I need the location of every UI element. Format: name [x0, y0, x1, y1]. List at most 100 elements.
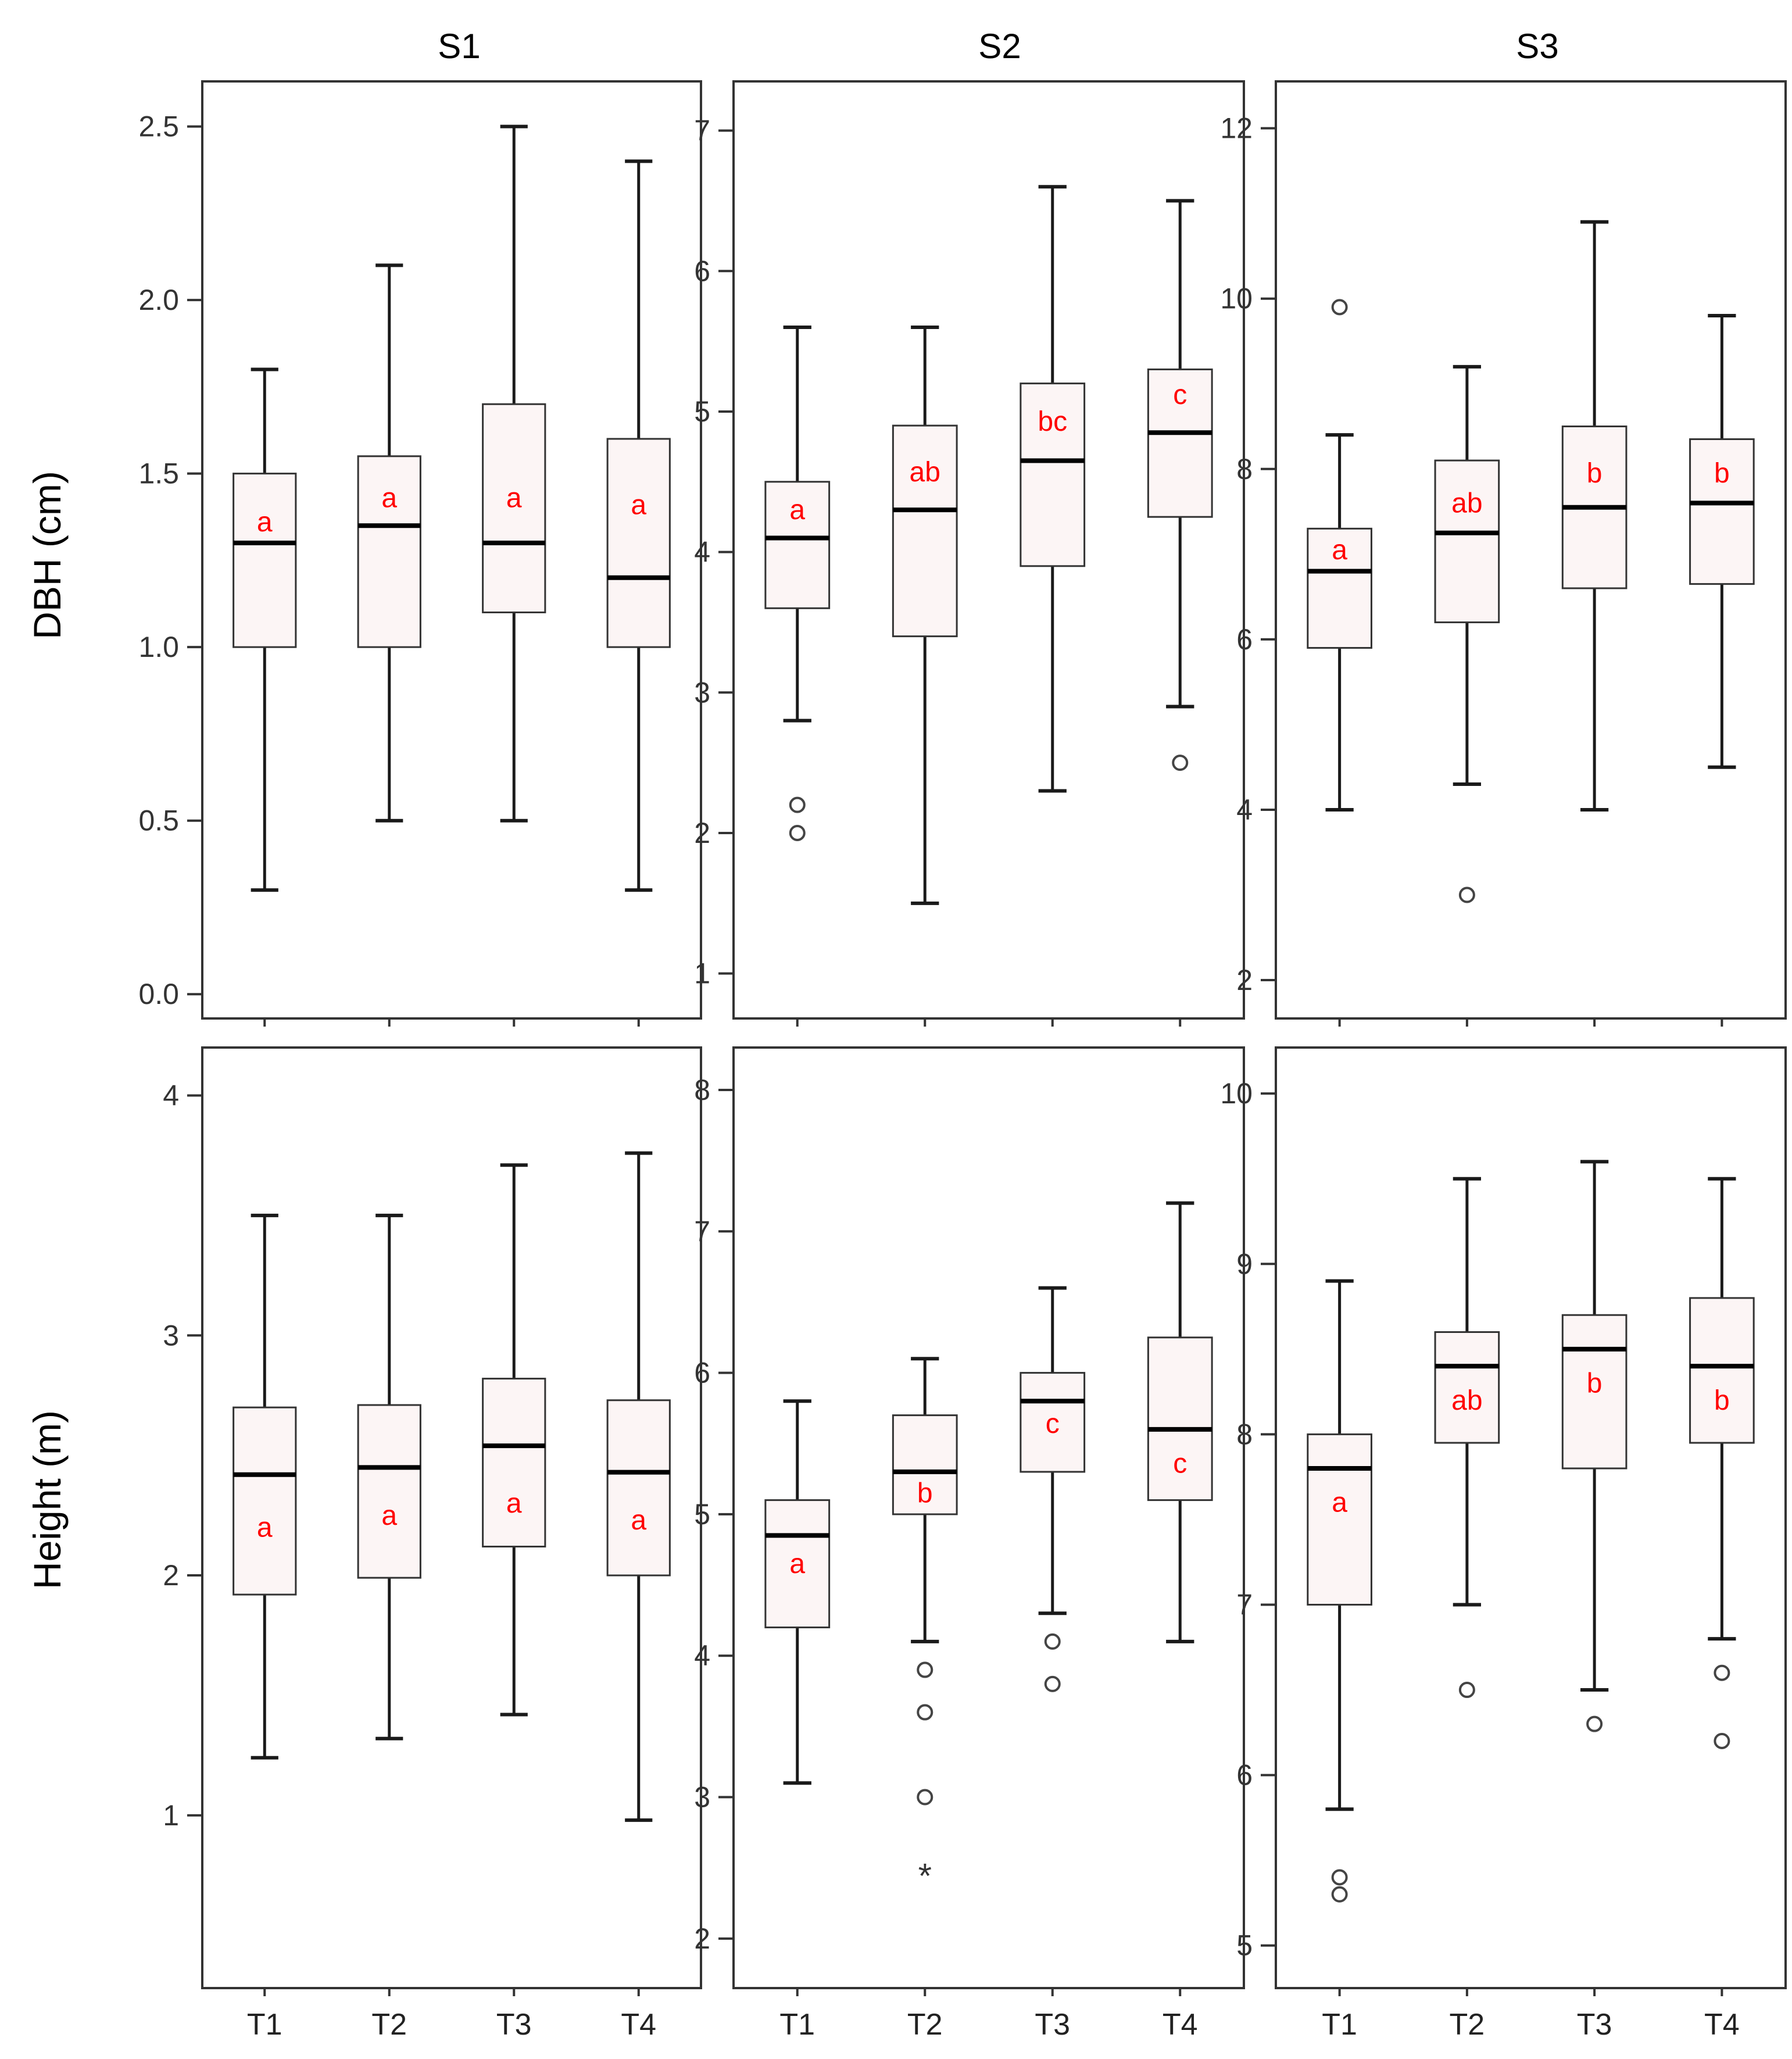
significance-letter: a: [789, 495, 805, 526]
iqr-box: [1689, 1297, 1755, 1444]
significance-letter: b: [1587, 458, 1603, 489]
panel-frame-dbh-s1: [201, 80, 702, 1020]
y-tick-label-dbh-s1: 0.5: [138, 805, 179, 837]
iqr-box: [1147, 1336, 1213, 1502]
outlier-point: [789, 824, 806, 841]
panels-group: 0.00.51.01.52.02.5aa a a1234567aabbcc24681…: [138, 80, 1787, 2042]
outlier-point: [1044, 1633, 1061, 1650]
iqr-box: [1020, 1372, 1086, 1473]
iqr-box: [482, 403, 546, 613]
significance-letter: bc: [1038, 406, 1067, 437]
iqr-box: [1689, 438, 1755, 585]
panel-dbh-s2: 1 2 3 4 5 6 7 a ab bc c: [694, 80, 1245, 1027]
y-tick-label-dbh-s1: 2.5: [138, 110, 179, 143]
iqr-box: [1307, 1433, 1372, 1606]
significance-letter: a: [631, 1505, 646, 1536]
panel-height-s2: 2 3 4 5 6 7 8 a T1 * b T2 c T3 c T4: [694, 1046, 1245, 2042]
iqr-box: [1020, 383, 1086, 567]
y-tick-label-height-s3: 10: [1220, 1077, 1253, 1110]
y-tick-label-dbh-s3: 8: [1236, 453, 1253, 485]
significance-letter: a: [789, 1549, 805, 1579]
x-category-label: T4: [1163, 2008, 1198, 2042]
significance-letter: a: [1332, 1488, 1347, 1518]
y-tick-label-dbh-s1: 2.0: [138, 284, 179, 316]
y-tick-label-height-s3: 8: [1236, 1418, 1253, 1450]
x-category-label: T2: [1450, 2008, 1485, 2042]
x-category-label: T2: [371, 2008, 407, 2042]
iqr-box: [764, 481, 831, 609]
significance-letter: ab: [1451, 488, 1482, 519]
outlier-point: [1172, 755, 1189, 771]
box-dbh-s2-t1: a: [764, 325, 831, 1027]
y-tick-label-height-s3: 6: [1236, 1759, 1253, 1792]
outlier-point: [917, 1789, 933, 1806]
outlier-point: [917, 1661, 933, 1678]
box-height-s2-t1: a T1: [764, 1399, 831, 2042]
x-category-label: T1: [247, 2008, 282, 2042]
significance-letter: a: [257, 507, 273, 538]
y-tick-label-dbh-s2: 4: [694, 536, 710, 569]
iqr-box: [1147, 368, 1213, 518]
y-tick-label-dbh-s3: 2: [1236, 964, 1253, 996]
y-tick-label-dbh-s2: 6: [694, 255, 710, 287]
box-dbh-s3-t1: a: [1307, 299, 1372, 1027]
box-dbh-s1-t2: a: [357, 263, 421, 1027]
y-tick-label-height-s3: 7: [1236, 1588, 1253, 1621]
significance-letter: a: [381, 482, 397, 513]
y-tick-label-dbh-s2: 2: [694, 817, 710, 849]
significance-letter: a: [631, 489, 646, 520]
y-tick-label-dbh-s3: 6: [1236, 623, 1253, 656]
iqr-box: [233, 473, 297, 648]
box-height-s3-t3: b T3: [1561, 1160, 1628, 2042]
column-title-s3: S3: [1516, 27, 1558, 66]
y-tick-label-height-s1: 2: [163, 1559, 179, 1592]
box-height-s3-t1: a T1: [1307, 1279, 1372, 2042]
box-dbh-s3-t4: b: [1689, 314, 1755, 1027]
y-tick-label-height-s1: 1: [163, 1799, 179, 1832]
panel-height-s1: 1 2 3 4 a T1 a T2 a T3 a T4: [163, 1046, 702, 2042]
panel-dbh-s3: 2 4 6 8 10 12 a ab b b: [1220, 80, 1787, 1027]
significance-letter: b: [1714, 1385, 1730, 1416]
y-tick-label-height-s2: 8: [694, 1074, 710, 1106]
panel-frame-height-s1: [201, 1046, 702, 1989]
x-category-label: T3: [1035, 2008, 1070, 2042]
box-height-s3-t4: b T4: [1689, 1177, 1755, 2042]
box-height-s1-t3: a T3: [482, 1163, 546, 2042]
x-category-label: T4: [1704, 2008, 1740, 2042]
x-category-label: T3: [496, 2008, 532, 2042]
outlier-point: [1714, 1732, 1730, 1749]
iqr-box: [357, 455, 421, 648]
y-tick-label-height-s2: 4: [694, 1639, 710, 1672]
box-dbh-s2-t2: ab: [892, 325, 958, 1027]
x-category-label: T4: [621, 2008, 656, 2042]
panel-frame-dbh-s3: [1275, 80, 1787, 1020]
outlier-point: [1458, 1682, 1475, 1699]
box-height-s1-t1: a T1: [233, 1213, 297, 2042]
iqr-box: [606, 438, 671, 648]
y-tick-label-height-s2: 2: [694, 1922, 710, 1955]
iqr-box: [606, 1399, 671, 1577]
iqr-box: [233, 1406, 297, 1596]
significance-letter: a: [257, 1513, 273, 1543]
iqr-box: [482, 1378, 546, 1548]
extreme-point: *: [918, 1856, 932, 1895]
outlier-point: [1714, 1664, 1730, 1681]
panel-height-s3: 5 6 7 8 9 10 a T1 ab T2 b T3 b T4: [1220, 1046, 1787, 2042]
y-tick-label-height-s2: 6: [694, 1357, 710, 1389]
box-dbh-s1-t3: a: [482, 124, 546, 1027]
outlier-point: [1044, 1675, 1061, 1692]
outlier-point: [917, 1704, 933, 1721]
iqr-box: [892, 424, 958, 638]
significance-letter: c: [1173, 380, 1187, 410]
box-height-s2-t3: c T3: [1020, 1286, 1086, 2042]
box-dbh-s2-t3: bc: [1020, 185, 1086, 1027]
panel-frame-dbh-s2: [732, 80, 1245, 1020]
outlier-point: [1331, 1869, 1348, 1886]
significance-letter: b: [917, 1478, 933, 1508]
y-tick-label-height-s1: 3: [163, 1319, 179, 1352]
y-tick-label-dbh-s3: 4: [1236, 793, 1253, 826]
significance-letter: c: [1046, 1409, 1060, 1439]
y-tick-label-dbh-s2: 7: [694, 115, 710, 147]
significance-letter: c: [1173, 1448, 1187, 1479]
panel-dbh-s1: 0.0 0.5 1.0 1.5 2.0 2.5 a a a a: [138, 80, 702, 1027]
